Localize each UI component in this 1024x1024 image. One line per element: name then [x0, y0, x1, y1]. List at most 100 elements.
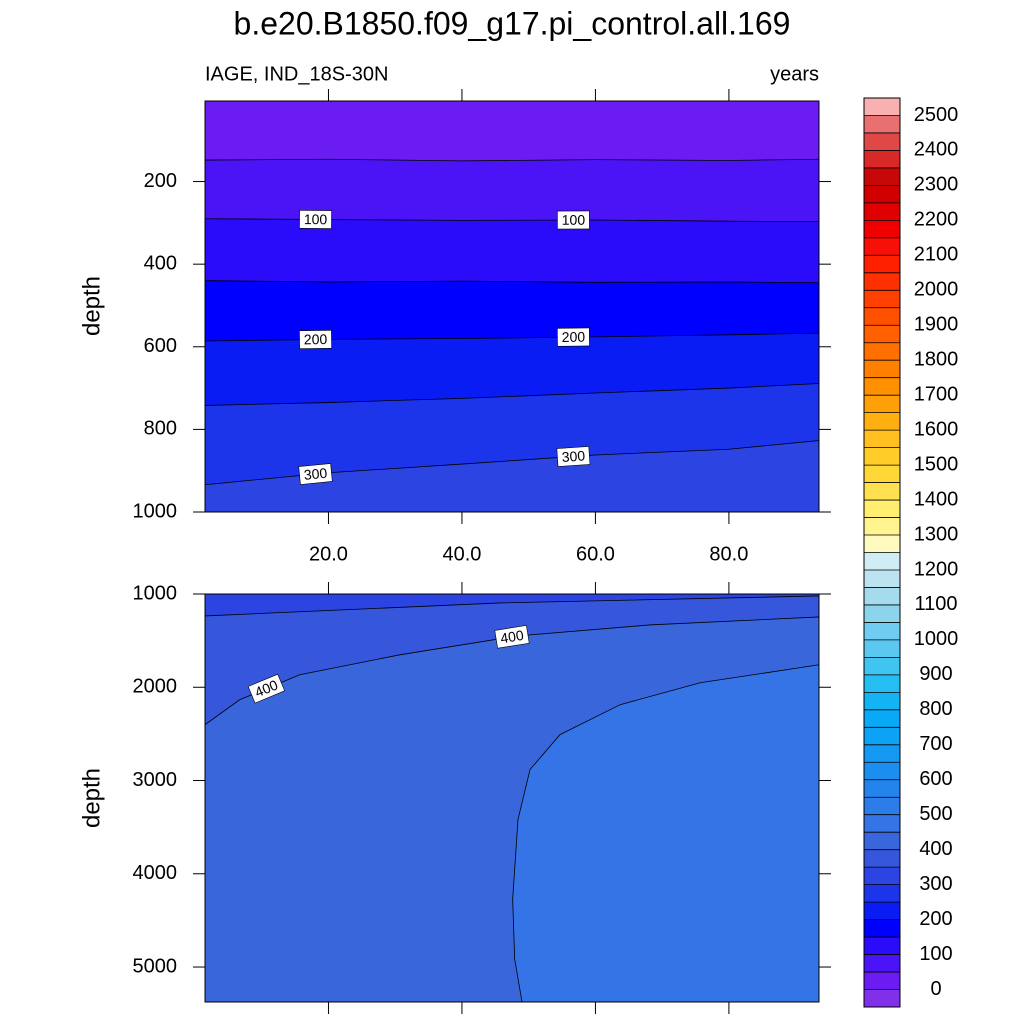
contour-line	[205, 280, 819, 284]
contour-label-box	[299, 210, 332, 229]
contour-line	[205, 616, 819, 725]
colorbar-label: 1800	[914, 348, 959, 370]
colorbar-label: 300	[919, 873, 952, 895]
contour-label: 300	[561, 447, 586, 465]
colorbar-box	[864, 552, 900, 570]
contour-label-group: 300	[298, 463, 333, 485]
colorbar-box	[864, 430, 900, 448]
y-tick-label: 200	[144, 170, 177, 192]
colorbar-box	[864, 395, 900, 413]
contour-label-box	[247, 673, 286, 704]
chart-title: b.e20.B1850.f09_g17.pi_control.all.169	[234, 5, 791, 41]
contour-label: 100	[562, 212, 586, 228]
contour-label-group: 200	[299, 329, 332, 350]
colorbar-box	[864, 272, 900, 291]
colorbar-label: 100	[919, 943, 952, 965]
colorbar-box	[864, 150, 900, 168]
contour-label-box	[298, 463, 333, 485]
colorbar-label: 2100	[914, 244, 959, 266]
colorbar-label: 800	[919, 698, 952, 720]
colorbar-box	[864, 849, 900, 868]
contour-label-box	[556, 446, 591, 467]
x-tick-label: 60.0	[576, 543, 615, 565]
colorbar-box	[864, 639, 900, 658]
plot-frame	[204, 593, 820, 1003]
colorbar-label: 500	[919, 803, 952, 825]
colorbar-box	[864, 867, 900, 885]
plot-frame	[204, 100, 820, 513]
colorbar-box	[864, 500, 900, 518]
colorbar-label: 1300	[914, 523, 959, 545]
colorbar-box	[864, 325, 900, 343]
y-tick-label: 5000	[133, 955, 178, 977]
colorbar-box	[864, 482, 900, 501]
x-tick-label: 40.0	[442, 543, 481, 565]
colorbar-box	[864, 342, 900, 361]
contour-fill	[512, 664, 819, 1002]
contour-label-group: 400	[247, 673, 286, 704]
colorbar-box	[864, 919, 900, 938]
colorbar-box	[864, 797, 900, 815]
y-tick-label: 600	[144, 335, 177, 357]
colorbar-label: 600	[919, 768, 952, 790]
colorbar-box	[864, 814, 900, 833]
colorbar-box	[864, 989, 900, 1007]
y-tick-label: 4000	[133, 862, 178, 884]
y-axis-title: depth	[78, 768, 105, 828]
colorbar-label: 1700	[914, 383, 959, 405]
contour-line	[205, 158, 819, 162]
colorbar-box	[864, 360, 900, 378]
colorbar-box	[864, 185, 900, 203]
colorbar-label: 2000	[914, 279, 959, 301]
plot-area: 400 400	[205, 594, 819, 1002]
colorbar-label: 1600	[914, 418, 959, 440]
colorbar-box	[864, 307, 900, 326]
y-tick-label: 3000	[133, 769, 178, 791]
colorbar-box	[864, 902, 900, 920]
colorbar-label: 400	[919, 838, 952, 860]
colorbar-label: 1400	[914, 488, 959, 510]
colorbar-box	[864, 377, 900, 396]
colorbar-box	[864, 517, 900, 536]
contour-label: 200	[562, 329, 586, 345]
contour-label-box	[299, 329, 332, 350]
colorbar-box	[864, 727, 900, 745]
contour-line	[512, 664, 819, 1002]
contour-line	[205, 595, 819, 617]
colorbar-box	[864, 972, 900, 990]
subtitle-left: IAGE, IND_18S-30N	[205, 63, 388, 85]
colorbar-box	[864, 674, 900, 693]
contour-label-group: 100	[557, 210, 590, 230]
x-tick-label: 20.0	[309, 543, 348, 565]
contour-label-box	[556, 327, 590, 347]
colorbar-box	[864, 744, 900, 763]
colorbar-label: 1000	[914, 628, 959, 650]
y-tick-label: 800	[144, 418, 177, 440]
colorbar-box	[864, 884, 900, 903]
colorbar-box	[864, 132, 900, 151]
colorbar-box	[864, 115, 900, 133]
colorbar-box	[864, 657, 900, 675]
x-tick-label: 80.0	[709, 543, 748, 565]
colorbar-label: 2200	[914, 209, 959, 231]
contour-label: 300	[303, 465, 328, 483]
contour-fill	[205, 440, 819, 512]
colorbar-box	[864, 202, 900, 221]
colorbar-box	[864, 569, 900, 588]
colorbar-label: 2300	[914, 174, 959, 196]
colorbar-box	[864, 167, 900, 186]
colorbar-box	[864, 779, 900, 798]
colorbar-label: 900	[919, 663, 952, 685]
colorbar-box	[864, 412, 900, 431]
colorbar-box	[864, 832, 900, 850]
colorbar-label: 200	[919, 908, 952, 930]
plot-area: 100 100 200 200 300 300	[205, 101, 819, 512]
colorbar-box	[864, 535, 900, 553]
contour-label-group: 400	[494, 625, 530, 649]
colorbar-box	[864, 447, 900, 466]
colorbar-label: 1200	[914, 558, 959, 580]
contour-label: 200	[304, 331, 328, 347]
contour-label-box	[557, 210, 590, 230]
